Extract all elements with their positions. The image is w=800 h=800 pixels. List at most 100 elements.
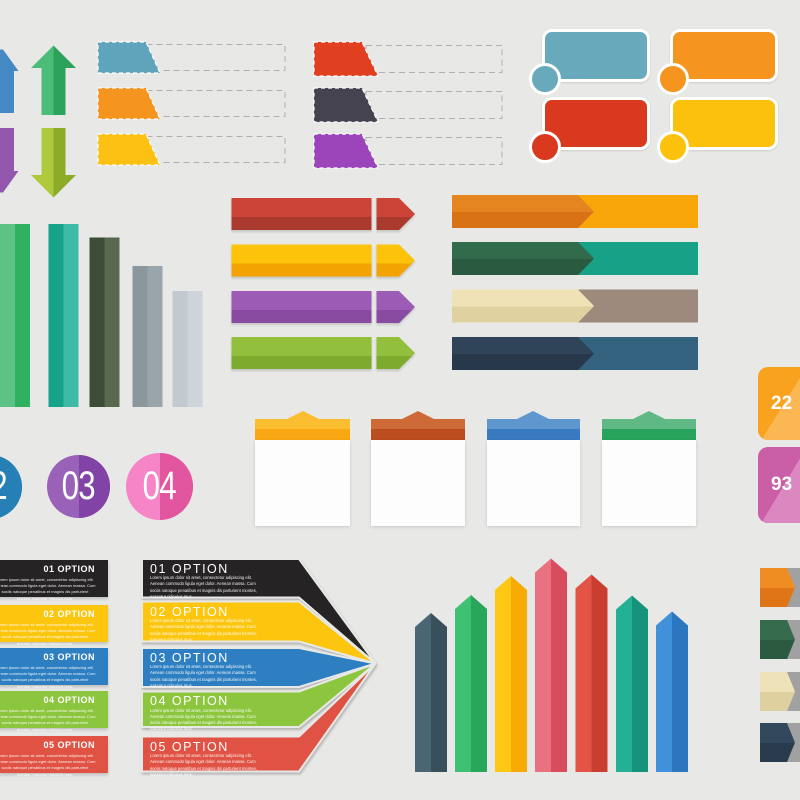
arrow-banners [231, 198, 415, 369]
header-band [371, 419, 465, 429]
pencil-arrow-right [511, 576, 527, 772]
corner-dot-icon [657, 63, 689, 95]
trapezoid-list-col1 [97, 41, 286, 166]
dashed-placeholder [146, 90, 286, 117]
up-arrow-blue-icon [0, 49, 19, 113]
dashed-placeholder [146, 136, 286, 163]
peak-icon [631, 411, 667, 420]
pencil-arrow-right [672, 611, 688, 772]
bar [104, 237, 120, 407]
arrow-banner-shade [231, 263, 372, 277]
chevron-bar-left-shade [452, 259, 594, 275]
arrow-banner-shade [231, 217, 372, 230]
bar [132, 266, 148, 407]
bar [15, 224, 30, 407]
header-band [602, 419, 696, 429]
option-title: 03 OPTION [150, 650, 229, 665]
pencil-arrow-left [535, 558, 551, 772]
peak-icon [284, 411, 321, 420]
bar [0, 224, 15, 407]
step-circle: 02 [0, 454, 22, 519]
circle-half [0, 454, 22, 519]
mini-chevron-shade [760, 743, 795, 762]
rounded-card [657, 29, 778, 95]
option-body: Lorem ipsum dolor sit amet, consectetur … [150, 753, 257, 777]
down-arrow-olive-right-icon [53, 128, 76, 198]
dashed-placeholder [365, 45, 503, 73]
calendar-card [255, 411, 350, 526]
pencil-arrow-left [495, 576, 511, 772]
rounded-card [657, 96, 778, 163]
option-wedge [141, 647, 376, 688]
arrowhead-shade [376, 263, 412, 277]
number-tag: 22 [758, 367, 800, 440]
option-body: Lorem ipsum dolor sit amet, consectetur … [0, 708, 96, 732]
bar [187, 291, 203, 407]
chevron-bars [452, 195, 698, 370]
bar [147, 266, 163, 407]
pencil-arrow-left [575, 574, 592, 772]
option-title: 04 OPTION [150, 694, 229, 708]
pencil-arrows [415, 558, 688, 772]
number-tag: 93 [758, 447, 800, 523]
calendar-card [486, 411, 580, 526]
mini-chevrons [760, 568, 800, 762]
chevron-bar-left-shade [452, 354, 594, 370]
option-title: 02 OPTION [43, 609, 95, 619]
trapezoid-label [97, 87, 161, 120]
option-wedge [141, 558, 377, 665]
pencil-arrow-right [471, 595, 487, 772]
pencil-arrow-left [656, 611, 672, 772]
step-circle: 03 [47, 455, 110, 518]
rounded-card [529, 96, 650, 163]
pencil-arrow-left [415, 613, 431, 772]
option-body: Lorem ipsum dolor sit amet, consectetur … [0, 665, 96, 689]
arrowhead-shade [376, 217, 412, 230]
option-title: 05 OPTION [43, 740, 95, 750]
header-band-dark [371, 429, 465, 440]
option-wedge [141, 600, 377, 665]
option-body: Lorem ipsum dolor sit amet, consectetur … [150, 707, 257, 732]
up-arrow-green-right-icon [53, 45, 76, 115]
header-band-dark [255, 429, 350, 440]
option-row: 03 OPTION Lorem ipsum dolor sit amet, co… [0, 648, 108, 689]
peak-icon [400, 411, 436, 420]
trapezoid-label [313, 133, 379, 169]
option-list-arrow-shapes [141, 558, 377, 773]
trapezoid-label [97, 133, 161, 166]
option-body: Lorem ipsum dolor sit amet, consectetur … [0, 753, 96, 777]
bar [48, 224, 64, 407]
card-body [486, 439, 580, 526]
trapezoid-list-col2 [313, 41, 503, 169]
header-band [486, 419, 580, 429]
trapezoid-label [97, 41, 161, 74]
card-body [255, 439, 350, 526]
pencil-arrow-left [616, 595, 632, 772]
dashed-placeholder [146, 44, 286, 71]
corner-dot-icon [529, 130, 561, 163]
tag-value: 22 [771, 392, 793, 414]
option-body: Lorem ipsum dolor sit amet, consectetur … [150, 664, 257, 688]
option-row: 04 OPTION Lorem ipsum dolor sit amet, co… [0, 691, 108, 732]
trapezoid-label [313, 87, 379, 123]
calendar-card [371, 411, 465, 526]
dashed-placeholder [365, 91, 503, 119]
trapezoid-label [313, 41, 379, 77]
card-body [371, 439, 465, 526]
header-band-dark [486, 429, 580, 440]
bar-chart [0, 224, 203, 407]
arrowhead-shade [376, 356, 412, 369]
arrow-banner-shade [231, 356, 372, 369]
corner-dot-icon [529, 63, 561, 95]
option-title: 04 OPTION [43, 695, 95, 705]
mini-chevron-shade [760, 588, 795, 607]
down-arrow-purple-icon [0, 128, 19, 193]
option-wedge [141, 662, 377, 773]
bar [63, 224, 79, 407]
up-arrow-green-left-icon [31, 45, 54, 115]
mini-chevron-shade [760, 692, 795, 711]
tag-value: 93 [771, 474, 793, 495]
option-row: 05 OPTION Lorem ipsum dolor sit amet, co… [0, 736, 108, 777]
